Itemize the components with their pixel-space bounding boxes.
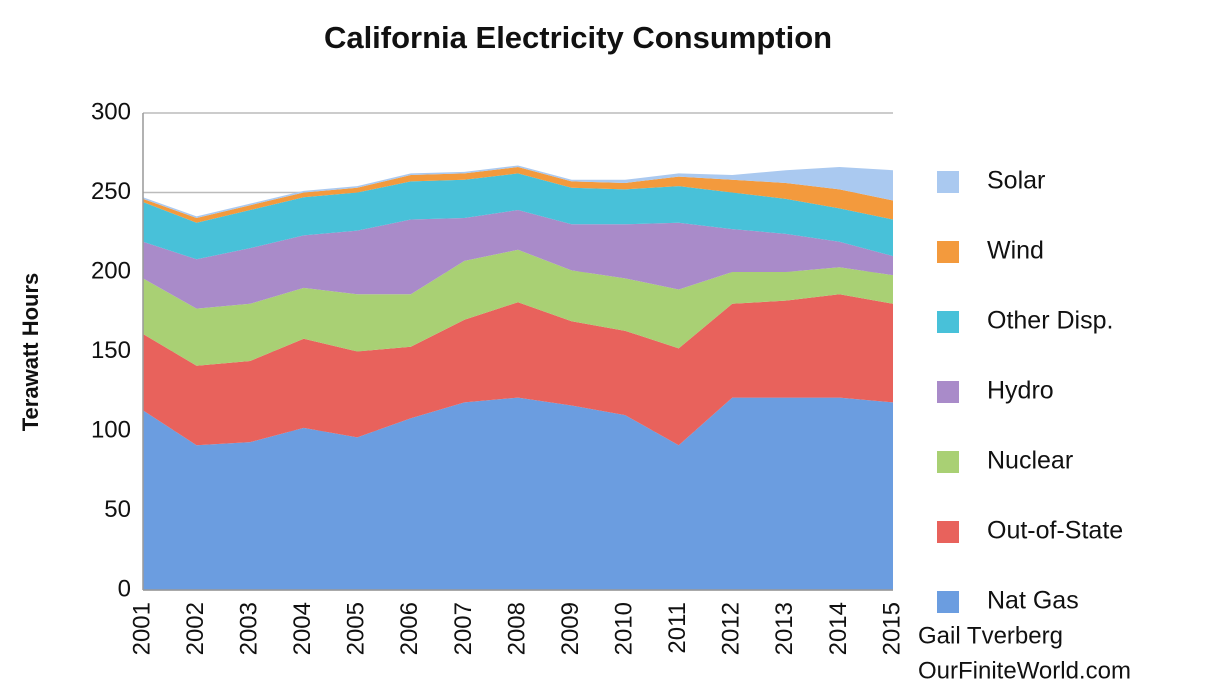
legend-label: Other Disp. bbox=[987, 307, 1113, 335]
x-tick-label: 2015 bbox=[878, 602, 905, 655]
legend-label: Nat Gas bbox=[987, 587, 1079, 615]
y-tick-label: 250 bbox=[91, 178, 131, 205]
x-tick-label: 2009 bbox=[557, 602, 584, 655]
legend-swatch bbox=[937, 381, 959, 403]
y-tick-label: 100 bbox=[91, 416, 131, 443]
area bbox=[143, 165, 893, 218]
x-tick-label: 2011 bbox=[664, 602, 691, 654]
x-tick-label: 2008 bbox=[503, 602, 530, 655]
x-tick-label: 2014 bbox=[825, 602, 852, 655]
y-tick-label: 150 bbox=[91, 337, 131, 364]
annotation: OurFiniteWorld.com bbox=[918, 657, 1131, 684]
legend-swatch bbox=[937, 521, 959, 543]
x-tick-label: 2012 bbox=[718, 602, 745, 655]
y-axis-label: Terawatt Hours bbox=[18, 273, 43, 432]
annotation: Gail Tverberg bbox=[918, 622, 1063, 649]
area bbox=[143, 249, 893, 366]
x-tick-label: 2007 bbox=[450, 602, 477, 655]
legend-label: Hydro bbox=[987, 377, 1054, 405]
y-tick-label: 200 bbox=[91, 257, 131, 284]
legend-swatch bbox=[937, 171, 959, 193]
x-tick-label: 2002 bbox=[182, 602, 209, 655]
y-tick-label: 50 bbox=[104, 496, 131, 523]
x-tick-label: 2003 bbox=[235, 602, 262, 655]
area bbox=[143, 397, 893, 590]
area bbox=[143, 294, 893, 446]
legend-label: Nuclear bbox=[987, 447, 1073, 475]
x-tick-label: 2005 bbox=[343, 602, 370, 655]
legend-label: Solar bbox=[987, 167, 1045, 195]
legend-swatch bbox=[937, 451, 959, 473]
legend-label: Out-of-State bbox=[987, 517, 1123, 545]
area bbox=[143, 173, 893, 260]
x-tick-label: 2001 bbox=[128, 602, 155, 655]
legend-label: Wind bbox=[987, 237, 1044, 265]
legend-swatch bbox=[937, 241, 959, 263]
x-tick-label: 2004 bbox=[289, 602, 316, 655]
x-tick-label: 2006 bbox=[396, 602, 423, 655]
legend-swatch bbox=[937, 311, 959, 333]
x-tick-label: 2013 bbox=[771, 602, 798, 655]
x-tick-label: 2010 bbox=[610, 602, 637, 655]
area bbox=[143, 167, 893, 223]
legend-swatch bbox=[937, 591, 959, 613]
y-tick-label: 0 bbox=[118, 575, 131, 602]
y-tick-label: 300 bbox=[91, 98, 131, 125]
area bbox=[143, 209, 893, 309]
chart-title: California Electricity Consumption bbox=[324, 20, 832, 55]
